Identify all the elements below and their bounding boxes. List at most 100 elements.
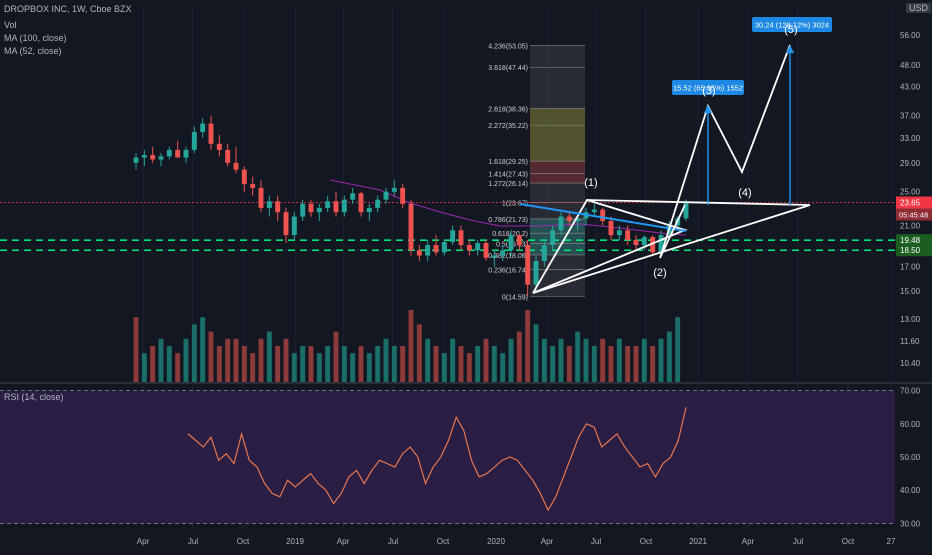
fib-level-label: 0.236(16.74) xyxy=(488,268,528,275)
y-tick-label: 29.00 xyxy=(900,159,921,168)
green-level-tag: 19.48 xyxy=(900,236,921,245)
volume-bar xyxy=(558,338,564,382)
volume-bar xyxy=(675,317,681,382)
y-tick-label: 15.00 xyxy=(900,287,921,296)
volume-bar xyxy=(158,338,164,382)
triangle-pattern xyxy=(532,198,688,294)
volume-bar xyxy=(333,331,339,382)
fib-level-label: 3.618(47.44) xyxy=(488,65,528,72)
candle-body xyxy=(225,149,231,163)
volume-bar xyxy=(641,338,647,382)
wave-projection-path xyxy=(659,44,791,259)
candle-body xyxy=(558,216,564,231)
volume-bar xyxy=(525,310,531,382)
candle-body xyxy=(208,123,214,144)
volume-bar xyxy=(183,338,189,382)
volume-bar xyxy=(308,346,314,382)
wave-label: (4) xyxy=(738,187,751,199)
volume-bar xyxy=(300,346,306,382)
candle-body xyxy=(375,199,381,208)
candle-body xyxy=(341,199,347,213)
candle-body xyxy=(508,235,514,251)
volume-bar xyxy=(391,346,397,382)
candle-body xyxy=(366,207,372,213)
candle-body xyxy=(425,245,431,256)
candle-body xyxy=(241,169,247,185)
fib-level-label: 0.786(21.73) xyxy=(488,217,528,224)
x-tick-label: Apr xyxy=(337,537,350,546)
candle-body xyxy=(200,123,206,132)
candle-body xyxy=(475,243,481,251)
wave-start-leg xyxy=(659,204,686,259)
candle-body xyxy=(250,184,256,188)
volume-bar xyxy=(400,346,406,382)
volume-bar xyxy=(133,317,139,382)
candle-body xyxy=(641,237,647,246)
volume-bar xyxy=(625,346,631,382)
y-tick-label: 33.00 xyxy=(900,134,921,143)
volume-bar xyxy=(266,331,272,382)
volume-bar xyxy=(433,346,439,382)
countdown-tag: 05:45:48 xyxy=(899,211,928,220)
currency-badge[interactable]: USD xyxy=(906,3,932,13)
volume-bar xyxy=(408,310,414,382)
wave-label: (5) xyxy=(784,24,797,36)
x-tick-label: Oct xyxy=(437,537,450,546)
y-tick-label: 17.00 xyxy=(900,263,921,272)
candle-body xyxy=(533,261,539,285)
candle-body xyxy=(550,230,556,246)
vol-indicator-label: Vol xyxy=(4,20,17,30)
candle-body xyxy=(658,235,664,253)
volume-bar xyxy=(241,346,247,382)
candle-body xyxy=(450,230,456,243)
x-tick-label: Apr xyxy=(541,537,554,546)
x-tick-label: Apr xyxy=(137,537,150,546)
rsi-y-tick-label: 40.00 xyxy=(900,486,921,495)
fib-level-label: 1.272(26.14) xyxy=(488,181,528,188)
y-tick-label: 11.60 xyxy=(900,337,920,346)
fib-level-label: 1.414(27.43) xyxy=(488,172,528,179)
x-tick-label: Apr xyxy=(742,537,755,546)
volume-bar xyxy=(591,346,597,382)
candle-body xyxy=(350,193,356,200)
green-level-tag-bg xyxy=(896,244,932,257)
countdown-tag-bg xyxy=(896,208,932,221)
projection-annotation-box xyxy=(752,17,832,32)
candle-body xyxy=(183,149,189,158)
fib-level-label: 1.618(29.25) xyxy=(488,159,528,166)
volume-bar xyxy=(666,331,672,382)
candle-body xyxy=(408,203,414,251)
x-tick-label: Jul xyxy=(188,537,198,546)
ma52-line xyxy=(329,179,687,236)
candle-body xyxy=(358,193,364,213)
volume-bar xyxy=(600,338,606,382)
projection-annotation-text: 15.52 (65.95%) 1552 xyxy=(673,84,743,93)
fib-level-label: 2.618(38.36) xyxy=(488,107,528,114)
candle-body xyxy=(308,203,314,213)
candle-body xyxy=(133,157,139,163)
candle-body xyxy=(491,255,497,258)
volume-bar xyxy=(325,346,331,382)
candle-body xyxy=(608,221,614,236)
x-tick-label: Oct xyxy=(237,537,250,546)
volume-bar xyxy=(650,346,656,382)
rsi-label: RSI (14, close) xyxy=(4,392,64,402)
volume-bar xyxy=(250,353,256,382)
green-level-tag-bg xyxy=(896,234,932,247)
rsi-band xyxy=(0,390,895,524)
candle-body xyxy=(316,207,322,213)
candle-body xyxy=(216,143,222,150)
triangle-upper-extension xyxy=(586,199,811,206)
fib-zone-2 xyxy=(530,161,585,184)
volume-bar xyxy=(508,338,514,382)
volume-bar xyxy=(258,338,264,382)
x-tick-label: Jul xyxy=(793,537,803,546)
volume-bar xyxy=(166,346,172,382)
candle-body xyxy=(275,201,281,213)
candle-body xyxy=(483,243,489,258)
candle-body xyxy=(541,245,547,262)
volume-bar xyxy=(483,338,489,382)
candle-body xyxy=(291,216,297,236)
